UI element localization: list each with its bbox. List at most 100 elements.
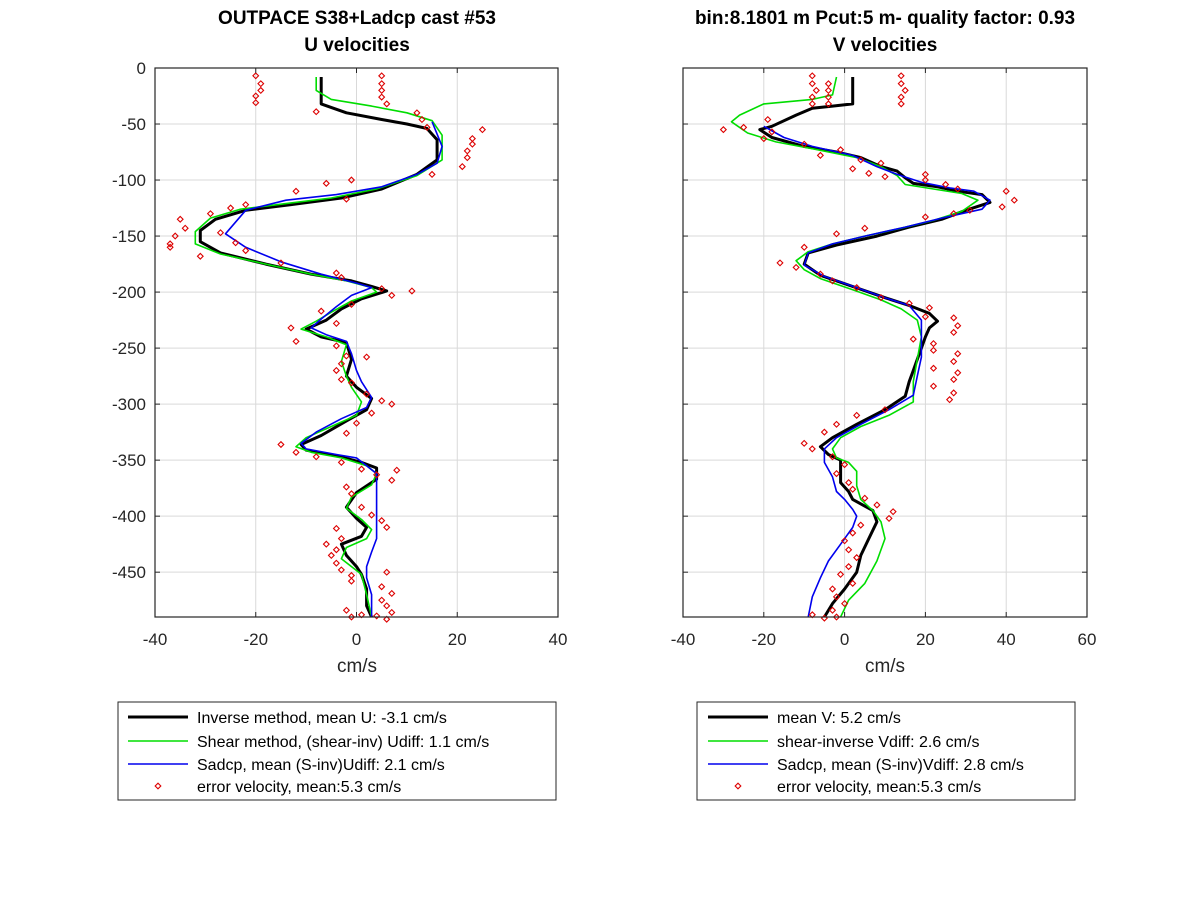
u-legend-shear-label: Shear method, (shear-inv) Udiff: 1.1 cm/… [197,734,489,751]
v-error-velocity-point [901,86,909,95]
u-error-velocity-point [363,353,371,361]
u-error-velocity-point [277,259,285,267]
u-error-velocity-point [242,201,250,209]
u-error-velocity-point [458,162,466,171]
u-error-velocity-point [378,80,386,88]
u-error-velocity-point [428,170,436,179]
u-error-velocity-point [332,559,340,567]
v-x-axis-label: cm/s [865,656,905,677]
v-error-velocity-point [897,93,905,101]
v-x-tick-label: 60 [1078,630,1097,649]
v-x-tick-label: 20 [916,630,935,649]
u-error-velocity-point [342,606,351,614]
v-error-velocity-point [881,173,889,181]
u-error-velocity-point [362,390,371,398]
u-error-velocity-point [347,490,356,498]
v-error-velocity-point [945,396,954,404]
v-error-velocity-point [841,599,849,608]
v-series [719,72,1018,622]
u-error-velocity-point [332,342,340,350]
v-error-velocity-point [824,93,833,101]
u-y-tick-label: -200 [112,283,146,302]
u-error-velocity-point [337,360,346,368]
u-series [166,72,487,623]
u-error-velocity-point [468,134,476,143]
v-error-velocity-point [897,72,905,80]
v-error-velocity-point [828,453,837,461]
u-error-velocity-point [378,72,386,80]
v-error-velocity-point [800,243,808,251]
v-axes-frame [682,67,1088,618]
v-error-velocity-point [954,322,962,330]
v-shear-line [730,76,979,618]
u-error-velocity-point [383,568,391,576]
u-error-velocity-point [317,307,325,315]
u-error-velocity-point [332,319,341,328]
v-error-velocity-point [929,346,938,354]
v-error-velocity-point [836,570,845,578]
u-x-tick-label: 20 [448,630,467,649]
v-error-velocity-point [877,294,885,302]
u-error-velocity-point [337,458,346,466]
v-legend-error-label: error velocity, mean:5.3 cm/s [777,779,981,796]
v-error-velocity-point [808,80,816,88]
v-legend: mean V: 5.2 cm/s shear-inverse Vdiff: 2.… [696,701,1076,801]
v-error-velocity-point [808,93,816,101]
v-error-velocity-point [849,165,857,173]
v-error-velocity-point [768,128,776,136]
v-error-velocity-point [824,100,833,108]
u-error-velocity-point [413,109,421,117]
v-error-velocity-point [853,284,861,292]
v-panel-title-line1: bin:8.1801 m Pcut:5 m- quality factor: 0… [695,8,1075,29]
u-error-velocity-point [176,215,184,223]
u-error-velocity-point [342,195,351,203]
u-error-velocity-point [418,115,426,124]
u-error-velocity-point [312,108,320,116]
u-error-velocity-point [332,546,340,554]
v-error-velocity-point [820,428,828,436]
v-error-velocity-point [836,146,845,154]
v-error-velocity-point [792,263,800,272]
u-legend-inverse-label: Inverse method, mean U: -3.1 cm/s [197,710,447,727]
v-error-velocity-point [849,579,857,587]
v-legend-shear-label: shear-inverse Vdiff: 2.6 cm/s [777,734,979,751]
v-error-velocity-point [853,554,861,562]
v-error-velocity-point [861,494,869,502]
v-error-velocity-point [877,159,885,167]
v-error-velocity-point [954,185,962,193]
u-error-velocity-point [388,589,396,598]
u-error-velocity-point [206,210,215,218]
v-error-velocity-point [857,521,865,529]
u-y-tick-label: -300 [112,395,146,414]
v-error-velocity-point [832,469,841,478]
v-error-velocity-point [897,100,905,108]
v-error-velocity-point [853,411,861,419]
v-error-velocity-point [832,593,841,601]
u-error-velocity-point [367,511,376,519]
v-error-velocity-point [824,80,833,88]
u-legend-error-marker [154,782,162,790]
u-error-velocity-point [287,324,295,332]
v-error-velocity-point [954,369,962,377]
v-error-velocity-point [849,529,857,537]
u-error-velocity-point [378,517,386,525]
v-error-velocity-point [808,72,816,80]
u-y-tick-label: 0 [137,59,146,78]
v-error-velocity-point [832,613,841,621]
u-velocity-panel: OUTPACE S38+Ladcp cast #53 U velocities … [112,8,567,801]
u-y-tick-label: -50 [121,115,146,134]
v-error-velocity-point [909,335,917,343]
v-error-velocity-point [840,461,849,469]
u-error-velocity-point [322,540,330,548]
v-error-velocity-point [950,210,958,218]
u-error-velocity-point [347,379,356,387]
v-error-velocity-point [905,299,913,307]
u-error-velocity-point [347,300,356,308]
u-error-velocity-point [332,524,340,533]
u-x-tick-label: -20 [243,630,268,649]
v-x-tick-label: 0 [840,630,849,649]
u-legend-box [117,701,557,801]
v-error-velocity-point [998,203,1006,211]
v-error-velocity-point [845,478,853,487]
u-error-velocity-point [166,243,174,251]
